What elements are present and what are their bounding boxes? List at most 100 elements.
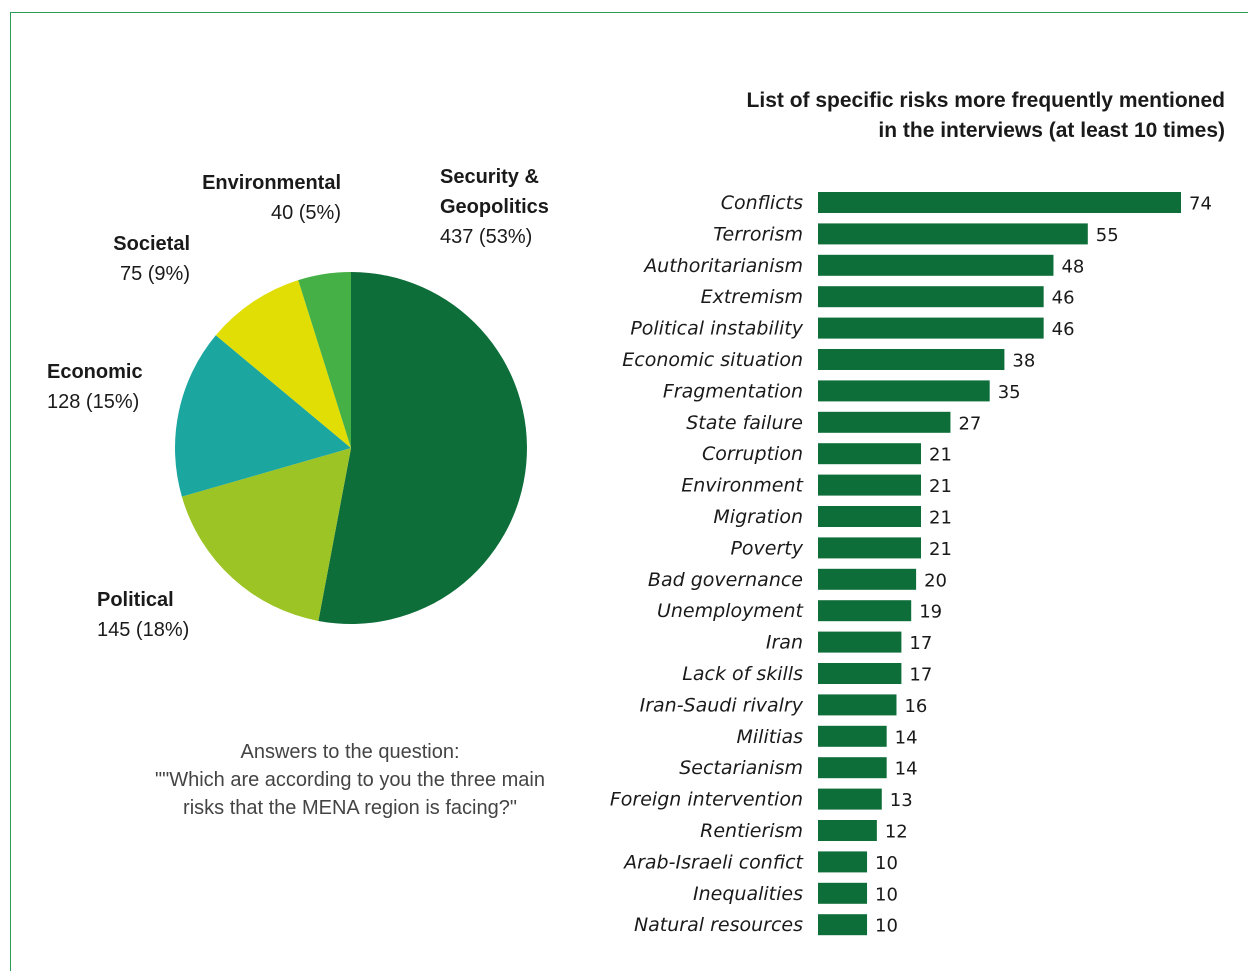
pie-label-environmental: Environmental 40 (5%) (176, 168, 341, 228)
pie-label-value: 145 (18%) (97, 619, 190, 641)
bar-category-label: Sectarianism (679, 757, 803, 779)
bar (818, 443, 922, 465)
bar-value-label: 21 (929, 508, 952, 529)
bar-value-label: 10 (875, 884, 898, 905)
bar (818, 223, 1088, 245)
bar-category-label: Lack of skills (682, 663, 803, 685)
pie-label-value: 437 (53%) (440, 226, 533, 248)
pie-label-economic: Economic 128 (15%) (47, 357, 143, 417)
bar (818, 568, 917, 590)
pie-slice-economic (175, 335, 351, 497)
bar-value-label: 10 (875, 916, 898, 937)
bar-category-label: Natural resources (634, 914, 803, 936)
bar (818, 694, 897, 716)
pie-label-category: Political (97, 589, 174, 611)
pie-label-category: Societal (113, 233, 190, 255)
bar (818, 286, 1044, 308)
bar-category-label: Extremism (701, 286, 803, 308)
bar (818, 380, 990, 402)
bar-category-label: Unemployment (657, 600, 805, 622)
bar-value-label: 55 (1096, 225, 1119, 246)
bar-title-line: List of specific risks more frequently m… (746, 89, 1225, 112)
bar-category-label: Corruption (702, 443, 803, 465)
bar-value-label: 12 (885, 822, 908, 843)
pie-label-category-line1: Security & (440, 166, 539, 188)
bar-value-label: 20 (924, 570, 947, 591)
caption-line: risks that the MENA region is facing?" (183, 797, 517, 819)
bar (818, 631, 902, 653)
bar-category-label: Arab-Israeli confict (622, 851, 804, 873)
bar-category-label: Poverty (730, 537, 803, 559)
bar-value-label: 27 (958, 413, 981, 434)
bar (818, 600, 912, 622)
bar-chart-title: List of specific risks more frequently m… (600, 86, 1225, 146)
bar-category-label: Economic situation (622, 349, 803, 371)
bar-category-label: Fragmentation (663, 380, 803, 402)
bar (818, 820, 877, 841)
bar-title-line: in the interviews (at least 10 times) (878, 119, 1225, 142)
bar-category-label: Iran (766, 632, 803, 654)
bar-value-label: 21 (929, 445, 952, 466)
bar (818, 914, 868, 936)
bar-value-label: 16 (904, 696, 927, 717)
bar-value-label: 14 (895, 727, 918, 748)
caption-line: ""Which are according to you the three m… (155, 769, 545, 791)
pie-label-value: 128 (15%) (47, 391, 140, 413)
bar (818, 192, 1181, 213)
bar-category-label: Bad governance (648, 569, 803, 591)
bar-value-label: 46 (1052, 319, 1075, 340)
bar-category-label: Migration (713, 506, 803, 528)
chart-frame (10, 12, 1248, 971)
pie-label-category: Environmental (202, 172, 341, 194)
bar-value-label: 13 (890, 790, 913, 811)
bar (818, 506, 922, 527)
bar (818, 349, 1005, 370)
bar (818, 254, 1054, 276)
pie-label-category: Economic (47, 361, 143, 383)
bar (818, 851, 868, 873)
pie-label-value: 75 (9%) (119, 263, 190, 285)
bar-category-label: Iran-Saudi rivalry (640, 694, 804, 716)
bar (818, 474, 922, 496)
bar-category-label: Political instability (630, 318, 803, 340)
bar-category-label: Terrorism (713, 223, 803, 245)
bar-value-label: 46 (1052, 288, 1075, 309)
pie-label-category-line2: Geopolitics (440, 196, 549, 218)
bar-value-label: 19 (919, 602, 942, 623)
bar-value-label: 35 (998, 382, 1021, 403)
pie-slice-political (181, 448, 351, 621)
pie-label-societal: Societal 75 (9%) (60, 229, 190, 289)
bar-category-label: Rentierism (700, 820, 803, 842)
bar-category-label: Conflicts (721, 192, 803, 214)
bar-value-label: 21 (929, 539, 952, 560)
pie-label-political: Political 145 (18%) (97, 585, 189, 645)
bar-category-label: State failure (686, 412, 803, 434)
bar-value-label: 14 (895, 759, 918, 780)
bar-category-label: Foreign intervention (610, 789, 803, 811)
bar-value-label: 48 (1061, 256, 1084, 277)
bar-category-label: Environment (681, 475, 804, 497)
bar-category-label: Inequalities (693, 883, 803, 905)
pie-caption: Answers to the question: ""Which are acc… (90, 738, 610, 822)
bar (818, 411, 951, 433)
bar (818, 757, 887, 779)
bar-value-label: 38 (1012, 351, 1035, 372)
pie-label-security: Security & Geopolitics 437 (53%) (440, 162, 549, 252)
bar (818, 537, 922, 559)
pie-label-category: Security & Geopolitics (440, 162, 549, 222)
pie-slice-security-geopolitics (318, 272, 527, 624)
pie-label-value: 40 (5%) (270, 202, 341, 224)
bar-value-label: 10 (875, 853, 898, 874)
caption-line: Answers to the question: (240, 741, 460, 763)
bar (818, 317, 1044, 339)
pie-slice-societal (215, 280, 351, 448)
bar (818, 882, 868, 904)
bar-value-label: 17 (909, 665, 932, 686)
bar (818, 788, 882, 810)
bar (818, 725, 887, 747)
bar-category-label: Militias (737, 726, 804, 748)
bar (818, 663, 902, 684)
bar-category-label: Authoritarianism (642, 255, 803, 277)
